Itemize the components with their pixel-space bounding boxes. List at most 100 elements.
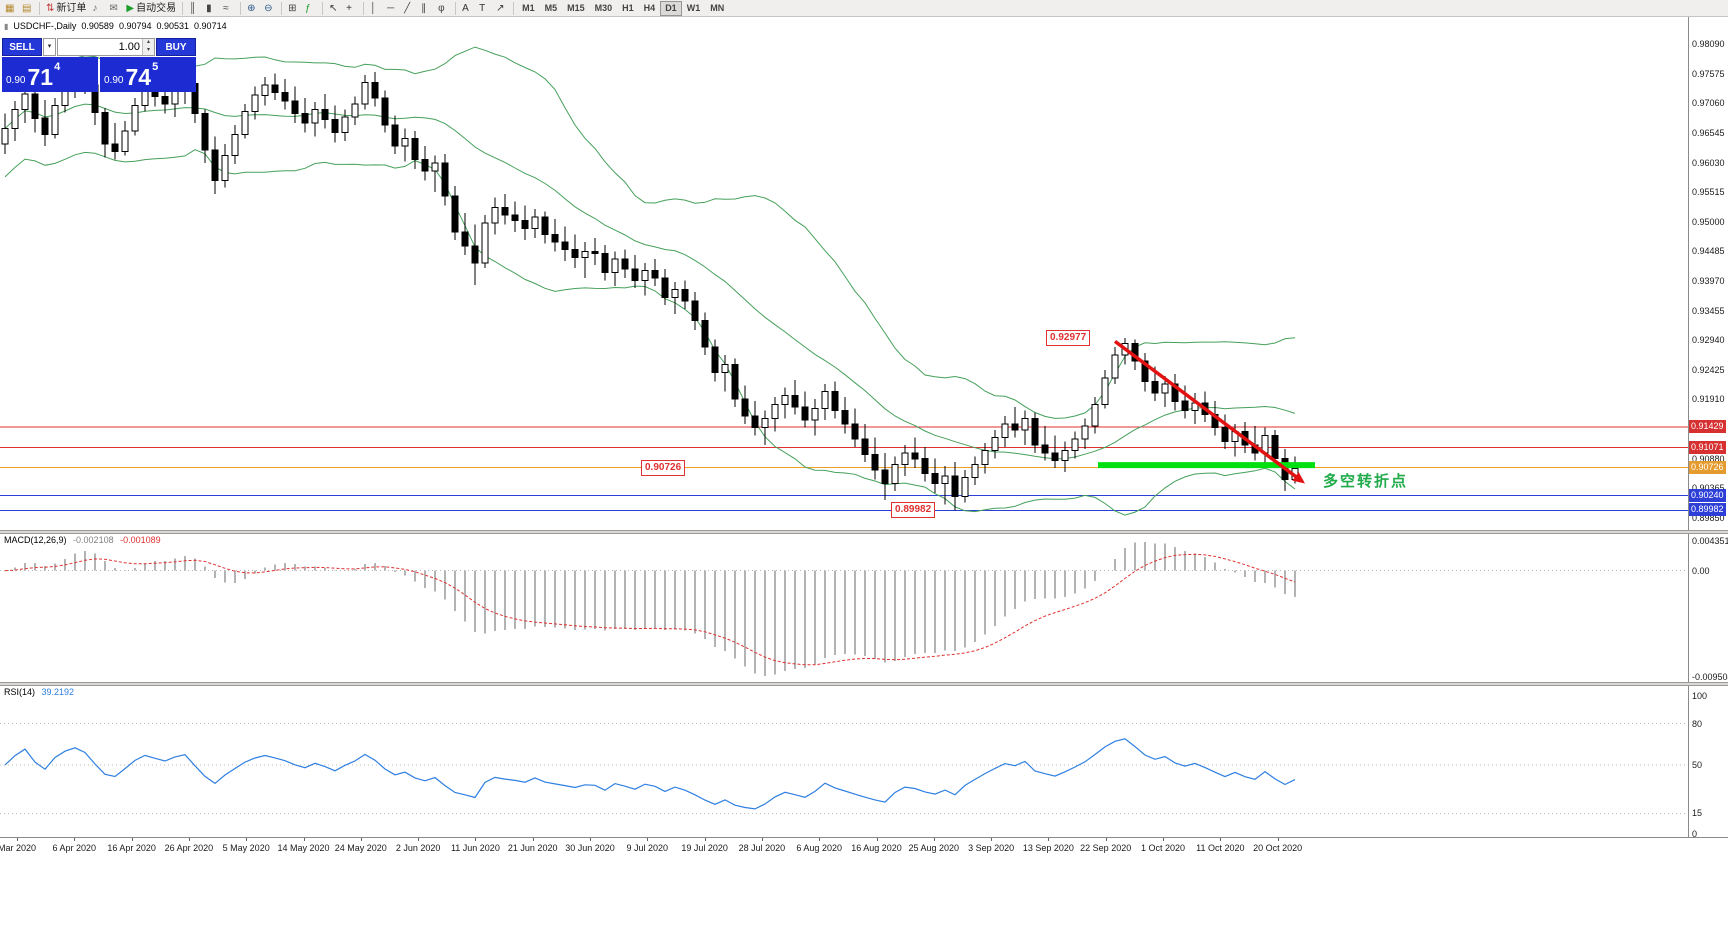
price-tick: 0.93455	[1692, 306, 1725, 316]
date-tick	[17, 838, 18, 841]
date-label: 3 Sep 2020	[968, 843, 1015, 853]
timeframe-h4-button[interactable]: H4	[639, 1, 661, 16]
trend-arrow[interactable]	[1113, 339, 1305, 484]
price-tick: 0.93970	[1692, 276, 1725, 286]
chart-profiles-button[interactable]: ▤	[19, 1, 36, 16]
buy-price-display[interactable]: 0.90 74 5	[100, 57, 196, 92]
zoom-out-button[interactable]: ⊖	[261, 1, 278, 16]
bar-chart-mode-button[interactable]: ║	[186, 1, 203, 16]
timeframe-m5-button[interactable]: M5	[540, 1, 563, 16]
rsi-value: 39.2192	[41, 687, 75, 697]
timeframe-mn-button[interactable]: MN	[705, 1, 729, 16]
arrows-tool-button[interactable]: ↗	[493, 1, 510, 16]
volume-input[interactable]	[58, 39, 142, 55]
toolbar-separator	[322, 1, 324, 15]
fibonacci-button[interactable]: φ	[435, 1, 452, 16]
high-price-label[interactable]: 0.92977	[1046, 330, 1091, 346]
timeframe-m15-button[interactable]: M15	[562, 1, 590, 16]
rsi-name: RSI(14)	[4, 687, 36, 697]
price-tick: 0.91910	[1692, 394, 1725, 404]
date-label: 6 Apr 2020	[52, 843, 97, 853]
text-tool-button[interactable]: A	[459, 1, 476, 16]
price-tick: 0.94485	[1692, 246, 1725, 256]
trendline-icon: ╱	[404, 2, 411, 14]
timeframe-d1-button[interactable]: D1	[660, 0, 682, 16]
volume-preset-dropdown[interactable]: ▾	[43, 38, 56, 56]
crosshair-button[interactable]: +	[343, 1, 360, 16]
bollinger-bands	[4, 46, 1296, 516]
sell-price-pip: 4	[54, 61, 61, 73]
date-label: 30 Jun 2020	[565, 843, 615, 853]
price-tick: 0.98090	[1692, 39, 1725, 49]
date-label: 19 Jul 2020	[681, 843, 728, 853]
horizontal-lines[interactable]	[0, 426, 1688, 511]
bar-chart-mode-icon: ║	[189, 2, 197, 14]
candlestick-mode-button[interactable]: ▮	[203, 1, 220, 16]
arrows-tool-icon: ↗	[496, 2, 505, 14]
volume-up-button[interactable]: ▴	[143, 39, 154, 47]
price-tick: 0.95515	[1692, 187, 1725, 197]
macd-panel-separator[interactable]	[0, 530, 1728, 534]
indicators-button[interactable]: ƒ	[302, 1, 319, 16]
cursor-button[interactable]: ↖	[326, 1, 343, 16]
low-value: 0.90531	[156, 21, 190, 31]
sell-price-display[interactable]: 0.90 71 4	[2, 57, 98, 92]
date-label: 20 Oct 2020	[1253, 843, 1303, 853]
new-order-button[interactable]: ⇅ 新订单	[43, 1, 89, 16]
new-order-icon: ⇅	[46, 2, 55, 14]
new-chart-button[interactable]: ▦	[2, 1, 19, 16]
price-badge: 0.91429	[1689, 420, 1726, 433]
date-tick	[1277, 838, 1279, 841]
macd-main-value: -0.002108	[73, 535, 114, 545]
macd-label: MACD(12,26,9) -0.002108 -0.001089	[4, 535, 161, 545]
sell-button[interactable]: SELL	[2, 38, 42, 56]
vertical-line-button[interactable]: │	[367, 1, 384, 16]
toolbar-separator	[513, 1, 515, 15]
autotrading-button[interactable]: ▶ 自动交易	[123, 1, 179, 16]
buy-button[interactable]: BUY	[156, 38, 196, 56]
support-price-label[interactable]: 0.90726	[641, 460, 686, 476]
date-label: 16 Aug 2020	[851, 843, 902, 853]
chart-profiles-icon: ▤	[22, 2, 32, 14]
date-tick	[303, 838, 305, 841]
date-tick	[991, 838, 993, 841]
date-tick	[74, 838, 76, 841]
turning-point-text[interactable]: 多空转折点	[1323, 473, 1409, 490]
buy-price-prefix: 0.90	[104, 75, 124, 86]
low-price-label[interactable]: 0.89982	[891, 502, 936, 518]
rsi-panel-separator[interactable]	[0, 682, 1728, 686]
horizontal-line-button[interactable]: ─	[384, 1, 401, 16]
zoom-in-button[interactable]: ⊕	[244, 1, 261, 16]
price-tick: 0.97575	[1692, 69, 1725, 79]
date-label: Mar 2020	[0, 843, 37, 853]
date-axis[interactable]: Mar 2020 6 Apr 2020 16 Apr 2020 26 Apr 2020…	[0, 837, 1728, 862]
mailbox-button[interactable]: ✉	[106, 1, 123, 16]
price-scale[interactable]: 0.98090 0.97575 0.97060 0.96545 0.96030 0.955…	[1688, 17, 1728, 839]
timeframe-m30-button[interactable]: M30	[590, 1, 618, 16]
label-tool-icon: T	[479, 2, 486, 14]
timeframe-h1-button[interactable]: H1	[617, 1, 639, 16]
macd-indicator	[0, 542, 1688, 676]
date-label: 16 Apr 2020	[107, 843, 156, 853]
tile-windows-button[interactable]: ⊞	[285, 1, 302, 16]
toolbar-separator	[363, 1, 365, 15]
channel-button[interactable]: ∥	[418, 1, 435, 16]
timeframe-w1-button[interactable]: W1	[682, 1, 706, 16]
date-label: 6 Aug 2020	[796, 843, 842, 853]
autotrading-label: 自动交易	[136, 2, 177, 14]
date-tick	[246, 838, 248, 841]
volume-down-button[interactable]: ▾	[143, 47, 154, 55]
line-chart-mode-button[interactable]: ≈	[220, 1, 237, 16]
trendline-button[interactable]: ╱	[401, 1, 418, 16]
alerts-button[interactable]: ♪	[89, 1, 106, 16]
timeframe-m1-button[interactable]: M1	[517, 1, 540, 16]
vertical-line-icon: │	[370, 2, 377, 14]
label-tool-button[interactable]: T	[476, 1, 493, 16]
date-tick	[647, 838, 649, 841]
toolbar-separator	[455, 1, 457, 15]
macd-scale-min: -0.009504	[1692, 672, 1728, 682]
rsi-scale-tick: 50	[1692, 760, 1703, 770]
date-label: 26 Apr 2020	[164, 843, 214, 853]
